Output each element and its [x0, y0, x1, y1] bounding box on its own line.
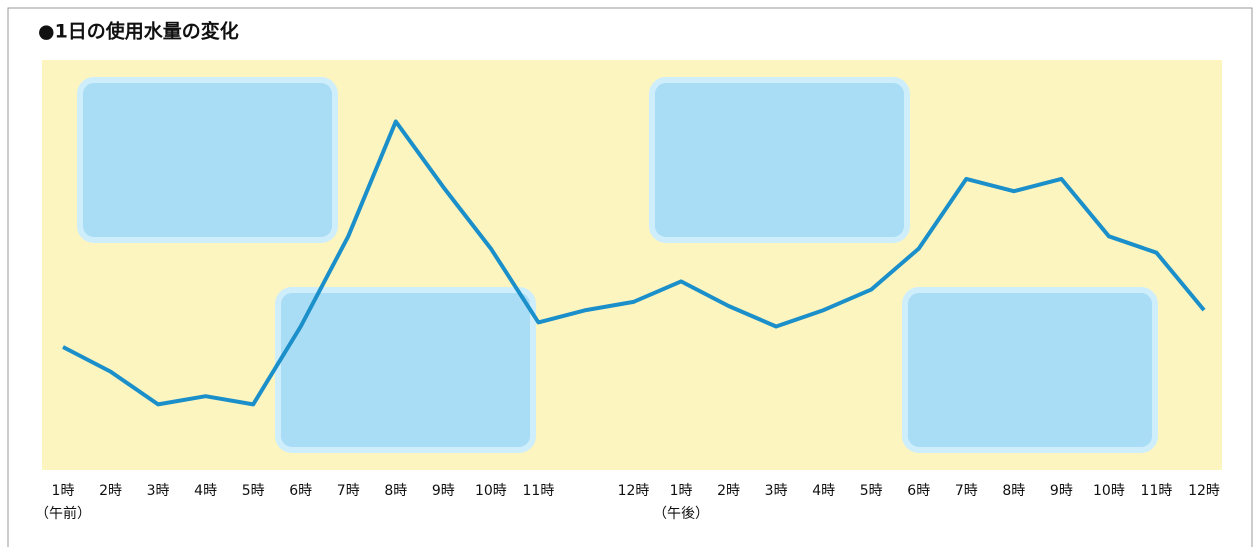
x-tick-label: 12時	[618, 483, 650, 499]
x-tick-label: 3時	[147, 483, 170, 499]
x-tick-label: 4時	[812, 483, 835, 499]
x-tick-label: 6時	[289, 483, 312, 499]
illustration-brushing	[77, 77, 338, 243]
x-tick-label: 1時	[670, 483, 693, 499]
line	[62, 119, 1206, 407]
x-tick-label: 9時	[432, 483, 455, 499]
x-tick-label: 10時	[475, 483, 507, 499]
x-tick-label: 7時	[337, 483, 360, 499]
x-tick-label: 4時	[194, 483, 217, 499]
x-tick-label: 12時	[1188, 483, 1220, 499]
annotation: （午後）	[653, 506, 709, 522]
x-tick-label: 1時	[52, 483, 75, 499]
illustrations	[77, 77, 1158, 453]
x-tick-label: 8時	[1002, 483, 1025, 499]
x-tick-label: 2時	[717, 483, 740, 499]
x-tick-label: 5時	[242, 483, 265, 499]
x-tick-label: 5時	[860, 483, 883, 499]
chart-title: ●1日の使用水量の変化	[38, 20, 239, 43]
illustration-bath	[902, 287, 1158, 453]
x-tick-label: 6時	[907, 483, 930, 499]
x-tick-label: 11時	[523, 483, 555, 499]
x-tick-label: 3時	[765, 483, 788, 499]
x-tick-label: 8時	[384, 483, 407, 499]
x-tick-label: 10時	[1093, 483, 1125, 499]
illustration-cleaning	[649, 77, 910, 243]
x-tick-label: 7時	[955, 483, 978, 499]
x-tick-label: 9時	[1050, 483, 1073, 499]
x-tick-label: 2時	[99, 483, 122, 499]
illustration-laundry	[275, 287, 536, 453]
frame	[7, 7, 1253, 547]
x-tick-label: 11時	[1141, 483, 1173, 499]
annotation: （午前）	[35, 505, 91, 522]
